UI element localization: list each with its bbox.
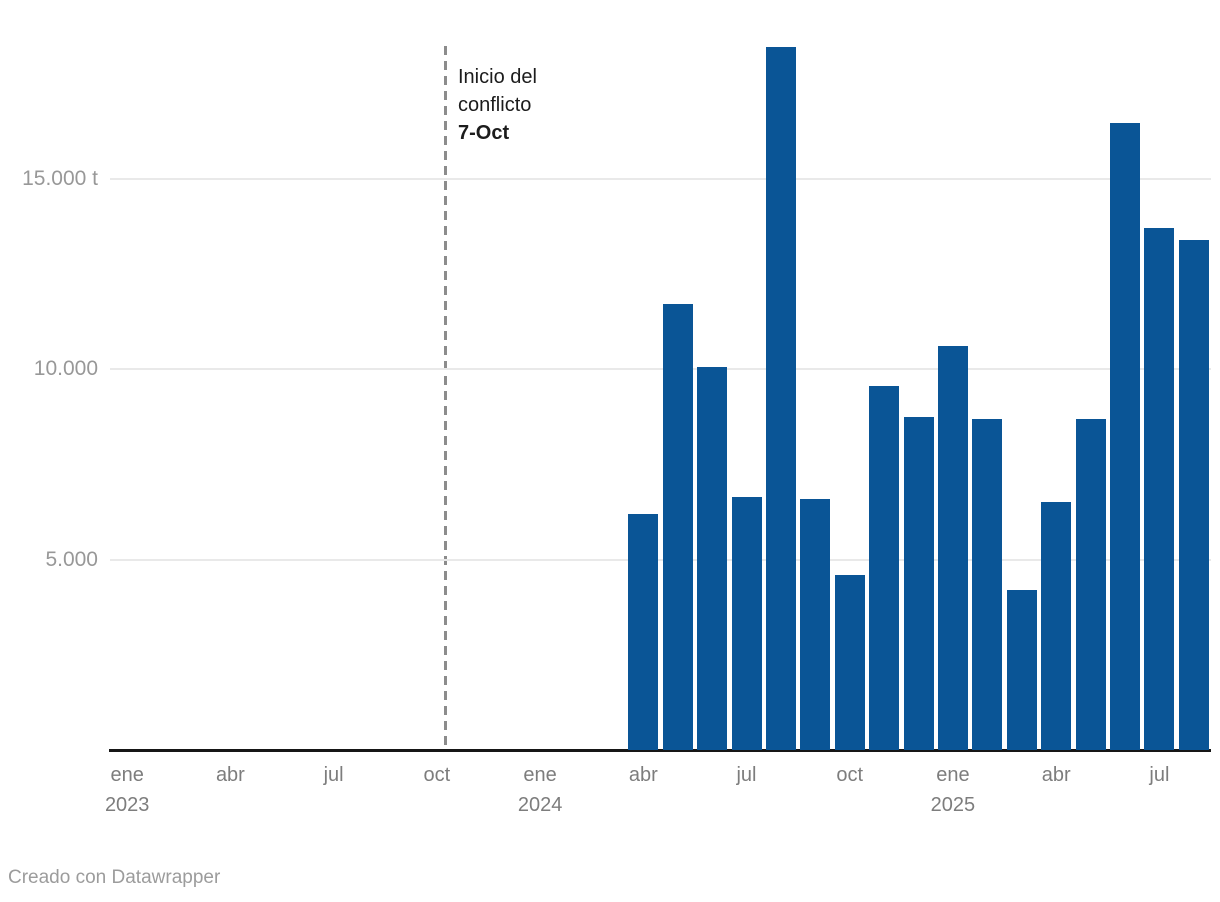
bar-ago-2024[interactable]: [765, 47, 796, 750]
y-gridline: [110, 368, 1211, 370]
x-tick-label: ene: [523, 764, 557, 786]
y-gridline: [110, 558, 1211, 561]
x-axis-line: [109, 749, 1211, 752]
bar-ago-2025[interactable]: [1178, 239, 1209, 750]
x-tick-label: jul: [323, 764, 344, 786]
bar-sep-2024[interactable]: [800, 498, 831, 750]
bar-dic-2024[interactable]: [903, 416, 934, 750]
x-tick-year-label: 2023: [104, 794, 150, 816]
x-tick-label: jul: [1149, 764, 1170, 786]
x-tick-year-label: 2024: [517, 794, 563, 816]
y-gridline: [110, 177, 1211, 180]
annotation-line-1: Inicio del: [458, 66, 537, 88]
x-tick-label: abr: [628, 764, 658, 786]
bar-abr-2024[interactable]: [628, 513, 659, 750]
x-tick-year-label: 2025: [930, 794, 976, 816]
bar-jul-2025[interactable]: [1144, 228, 1175, 750]
x-tick-label: abr: [1041, 764, 1071, 786]
bar-jul-2024[interactable]: [731, 496, 762, 750]
x-tick-label: ene: [110, 764, 144, 786]
bar-nov-2024[interactable]: [869, 386, 900, 750]
x-tick-label: jul: [736, 764, 757, 786]
datawrapper-credit-link[interactable]: Creado con Datawrapper: [8, 867, 221, 888]
bar-mar-2025[interactable]: [1006, 590, 1037, 750]
x-tick-label: abr: [215, 764, 245, 786]
bar-may-2024[interactable]: [662, 304, 693, 750]
bar-jun-2025[interactable]: [1110, 123, 1140, 750]
conflict-annotation: Inicio del conflicto 7-Oct: [458, 63, 537, 147]
bar-abr-2025[interactable]: [1041, 502, 1072, 751]
bar-may-2025[interactable]: [1075, 418, 1106, 750]
annotation-date: 7-Oct: [458, 122, 510, 144]
bar-oct-2024[interactable]: [834, 574, 865, 750]
y-tick-label: 10.000: [33, 357, 98, 380]
annotation-line-2: conflicto: [458, 94, 532, 116]
bar-ene-2025[interactable]: [937, 346, 968, 750]
y-tick-label: 5.000: [45, 547, 98, 571]
x-tick-label: oct: [423, 764, 451, 786]
x-tick-label: ene: [936, 764, 970, 786]
y-tick-label: 15.000 t: [22, 166, 98, 190]
conflict-start-dashed-line: [443, 46, 447, 750]
x-tick-label: oct: [836, 764, 864, 786]
bar-feb-2025[interactable]: [972, 418, 1003, 750]
bar-jun-2024[interactable]: [697, 367, 728, 750]
